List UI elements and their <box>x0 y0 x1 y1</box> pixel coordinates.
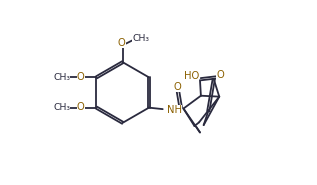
Text: NH: NH <box>167 105 182 115</box>
Text: CH₃: CH₃ <box>54 103 70 112</box>
Text: O: O <box>118 38 126 48</box>
Text: O: O <box>77 102 85 112</box>
Text: HO: HO <box>184 71 199 81</box>
Text: O: O <box>77 72 85 82</box>
Text: O: O <box>173 82 181 92</box>
Text: O: O <box>216 70 224 80</box>
Text: CH₃: CH₃ <box>132 34 149 43</box>
Text: CH₃: CH₃ <box>54 73 70 82</box>
